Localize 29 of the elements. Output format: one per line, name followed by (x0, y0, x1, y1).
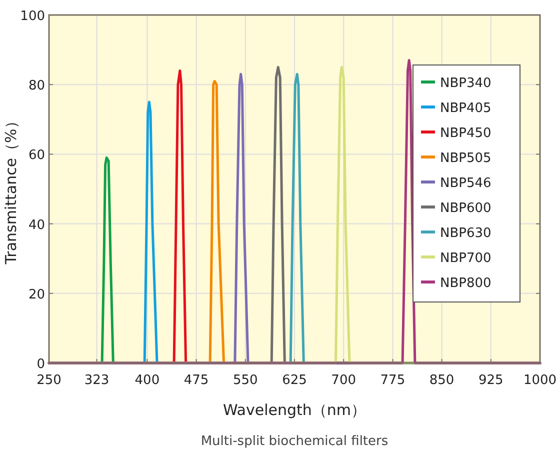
legend-label: NBP505 (440, 151, 492, 166)
y-tick-label: 40 (28, 218, 45, 233)
x-tick-label: 1000 (523, 373, 556, 388)
legend-label: NBP405 (440, 101, 492, 116)
x-axis-title: Wavelength（nm） (222, 401, 366, 419)
legend-label: NBP546 (440, 176, 492, 191)
x-tick-label: 323 (84, 373, 110, 388)
x-tick-label: 775 (380, 373, 406, 388)
y-tick-label: 60 (28, 148, 45, 164)
x-tick-label: 400 (134, 373, 160, 388)
y-tick-label: 0 (36, 357, 45, 372)
x-tick-label: 925 (478, 373, 504, 388)
x-tick-label: 850 (429, 373, 454, 388)
legend-label: NBP800 (440, 276, 492, 291)
y-tick-label: 100 (20, 9, 45, 24)
text: Multi-split biochemical filters (200, 434, 388, 449)
x-tick-label: 475 (184, 373, 209, 388)
legend-label: NBP630 (440, 226, 492, 241)
legend-label: NBP340 (440, 76, 492, 91)
y-tick-label: 20 (28, 287, 45, 302)
legend-label: NBP700 (440, 251, 492, 266)
x-tick-label: 550 (232, 373, 258, 388)
legend-label: NBP600 (440, 201, 492, 216)
x-tick-label: 700 (331, 373, 356, 388)
legend-label: NBP450 (440, 126, 492, 141)
y-tick-label: 80 (28, 78, 45, 94)
y-axis-title: Transmittance（%） (2, 114, 20, 266)
x-tick-label: 250 (36, 373, 62, 388)
x-tick-label: 625 (282, 373, 307, 388)
